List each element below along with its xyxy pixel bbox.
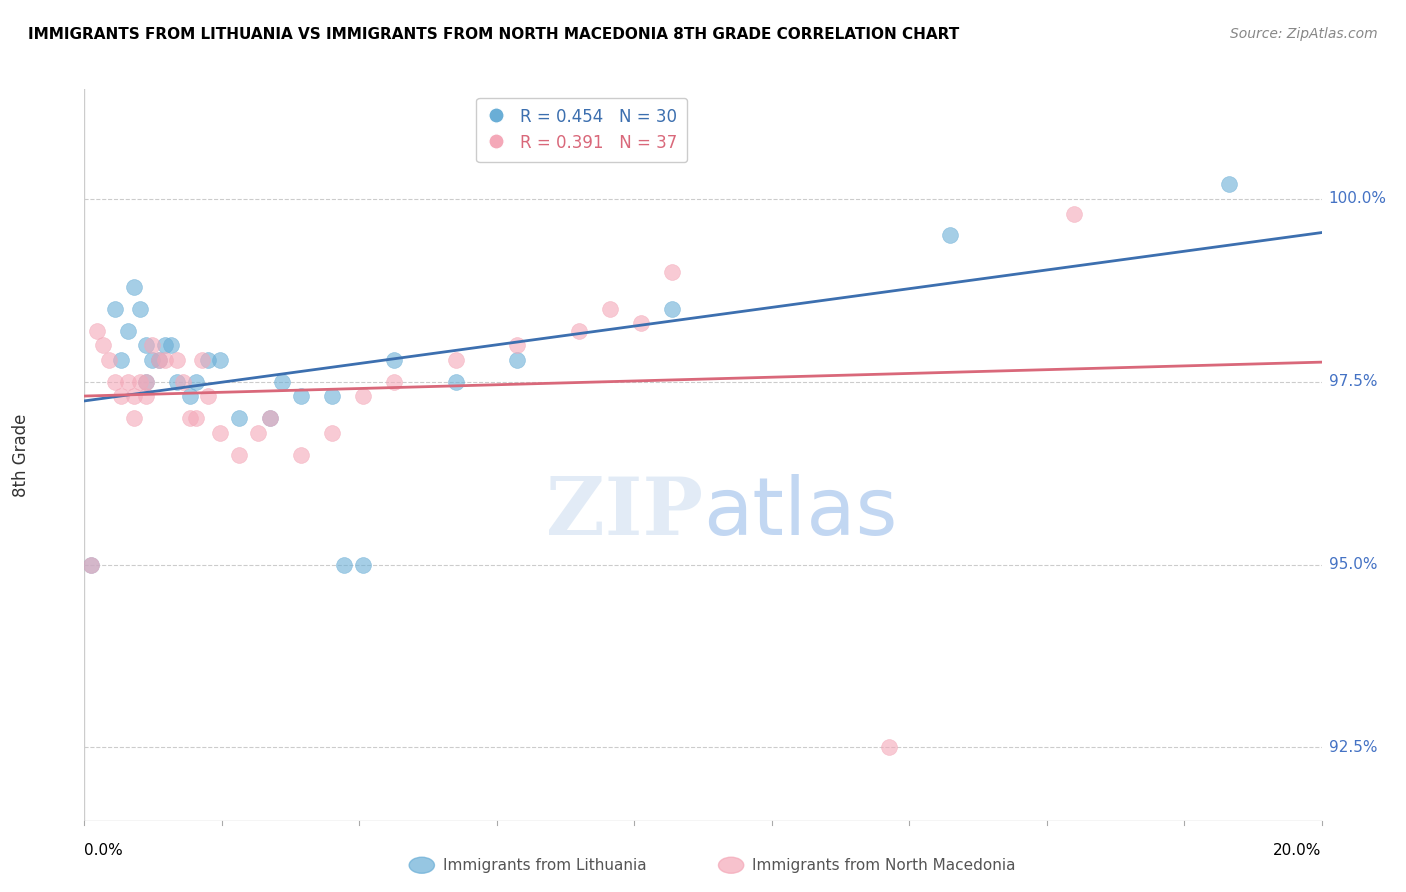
Point [197, 389, 219, 403]
Text: Source: ZipAtlas.com: Source: ZipAtlas.com [1230, 27, 1378, 41]
Point [135, 338, 157, 352]
Point [352, 389, 374, 403]
Point [184, 411, 207, 425]
Point [98, 352, 121, 367]
Point [135, 389, 157, 403]
Point [122, 279, 145, 293]
Point [939, 228, 962, 243]
Point [141, 338, 163, 352]
Point [117, 324, 139, 338]
Point [86, 324, 108, 338]
Point [117, 375, 139, 389]
Point [568, 324, 591, 338]
Point [129, 375, 152, 389]
Point [506, 338, 529, 352]
Point [110, 352, 132, 367]
Point [122, 389, 145, 403]
Point [246, 425, 269, 440]
Point [209, 352, 232, 367]
Point [228, 448, 250, 462]
Point [179, 389, 201, 403]
Text: IMMIGRANTS FROM LITHUANIA VS IMMIGRANTS FROM NORTH MACEDONIA 8TH GRADE CORRELATI: IMMIGRANTS FROM LITHUANIA VS IMMIGRANTS … [28, 27, 959, 42]
Text: ZIP: ZIP [546, 475, 703, 552]
Point [444, 375, 467, 389]
Point [661, 265, 683, 279]
Point [228, 411, 250, 425]
Point [382, 375, 405, 389]
Point [1063, 206, 1085, 220]
Point [79, 558, 101, 572]
Text: 0.0%: 0.0% [84, 843, 124, 858]
Point [321, 389, 343, 403]
Text: Immigrants from Lithuania: Immigrants from Lithuania [443, 858, 647, 872]
Text: 95.0%: 95.0% [1329, 558, 1376, 572]
Point [104, 375, 127, 389]
Point [630, 316, 652, 330]
Point [290, 448, 312, 462]
Point [184, 375, 207, 389]
Point [91, 338, 114, 352]
Point [506, 352, 529, 367]
Text: 97.5%: 97.5% [1329, 375, 1376, 389]
Point [209, 425, 232, 440]
Point [135, 375, 157, 389]
Point [444, 352, 467, 367]
Text: 92.5%: 92.5% [1329, 740, 1376, 755]
Point [172, 375, 194, 389]
Point [197, 352, 219, 367]
Point [179, 411, 201, 425]
Point [191, 352, 214, 367]
Point [382, 352, 405, 367]
Point [352, 558, 374, 572]
Point [110, 389, 132, 403]
Text: Immigrants from North Macedonia: Immigrants from North Macedonia [752, 858, 1015, 872]
Point [271, 375, 294, 389]
Text: atlas: atlas [703, 475, 897, 552]
Point [79, 558, 101, 572]
Point [661, 301, 683, 316]
Point [259, 411, 281, 425]
Point [166, 352, 188, 367]
Point [1218, 178, 1240, 192]
Point [135, 375, 157, 389]
Point [148, 352, 170, 367]
Text: 100.0%: 100.0% [1329, 192, 1386, 206]
Point [104, 301, 127, 316]
Point [153, 352, 176, 367]
Point [321, 425, 343, 440]
Point [599, 301, 621, 316]
Point [333, 558, 356, 572]
Point [148, 352, 170, 367]
Text: 8th Grade: 8th Grade [13, 413, 30, 497]
Text: 20.0%: 20.0% [1274, 843, 1322, 858]
Point [166, 375, 188, 389]
Legend: R = 0.454   N = 30, R = 0.391   N = 37: R = 0.454 N = 30, R = 0.391 N = 37 [477, 97, 688, 162]
Point [877, 740, 900, 755]
Point [259, 411, 281, 425]
Point [122, 411, 145, 425]
Point [129, 301, 152, 316]
Point [153, 338, 176, 352]
Point [160, 338, 183, 352]
Point [141, 352, 163, 367]
Point [290, 389, 312, 403]
